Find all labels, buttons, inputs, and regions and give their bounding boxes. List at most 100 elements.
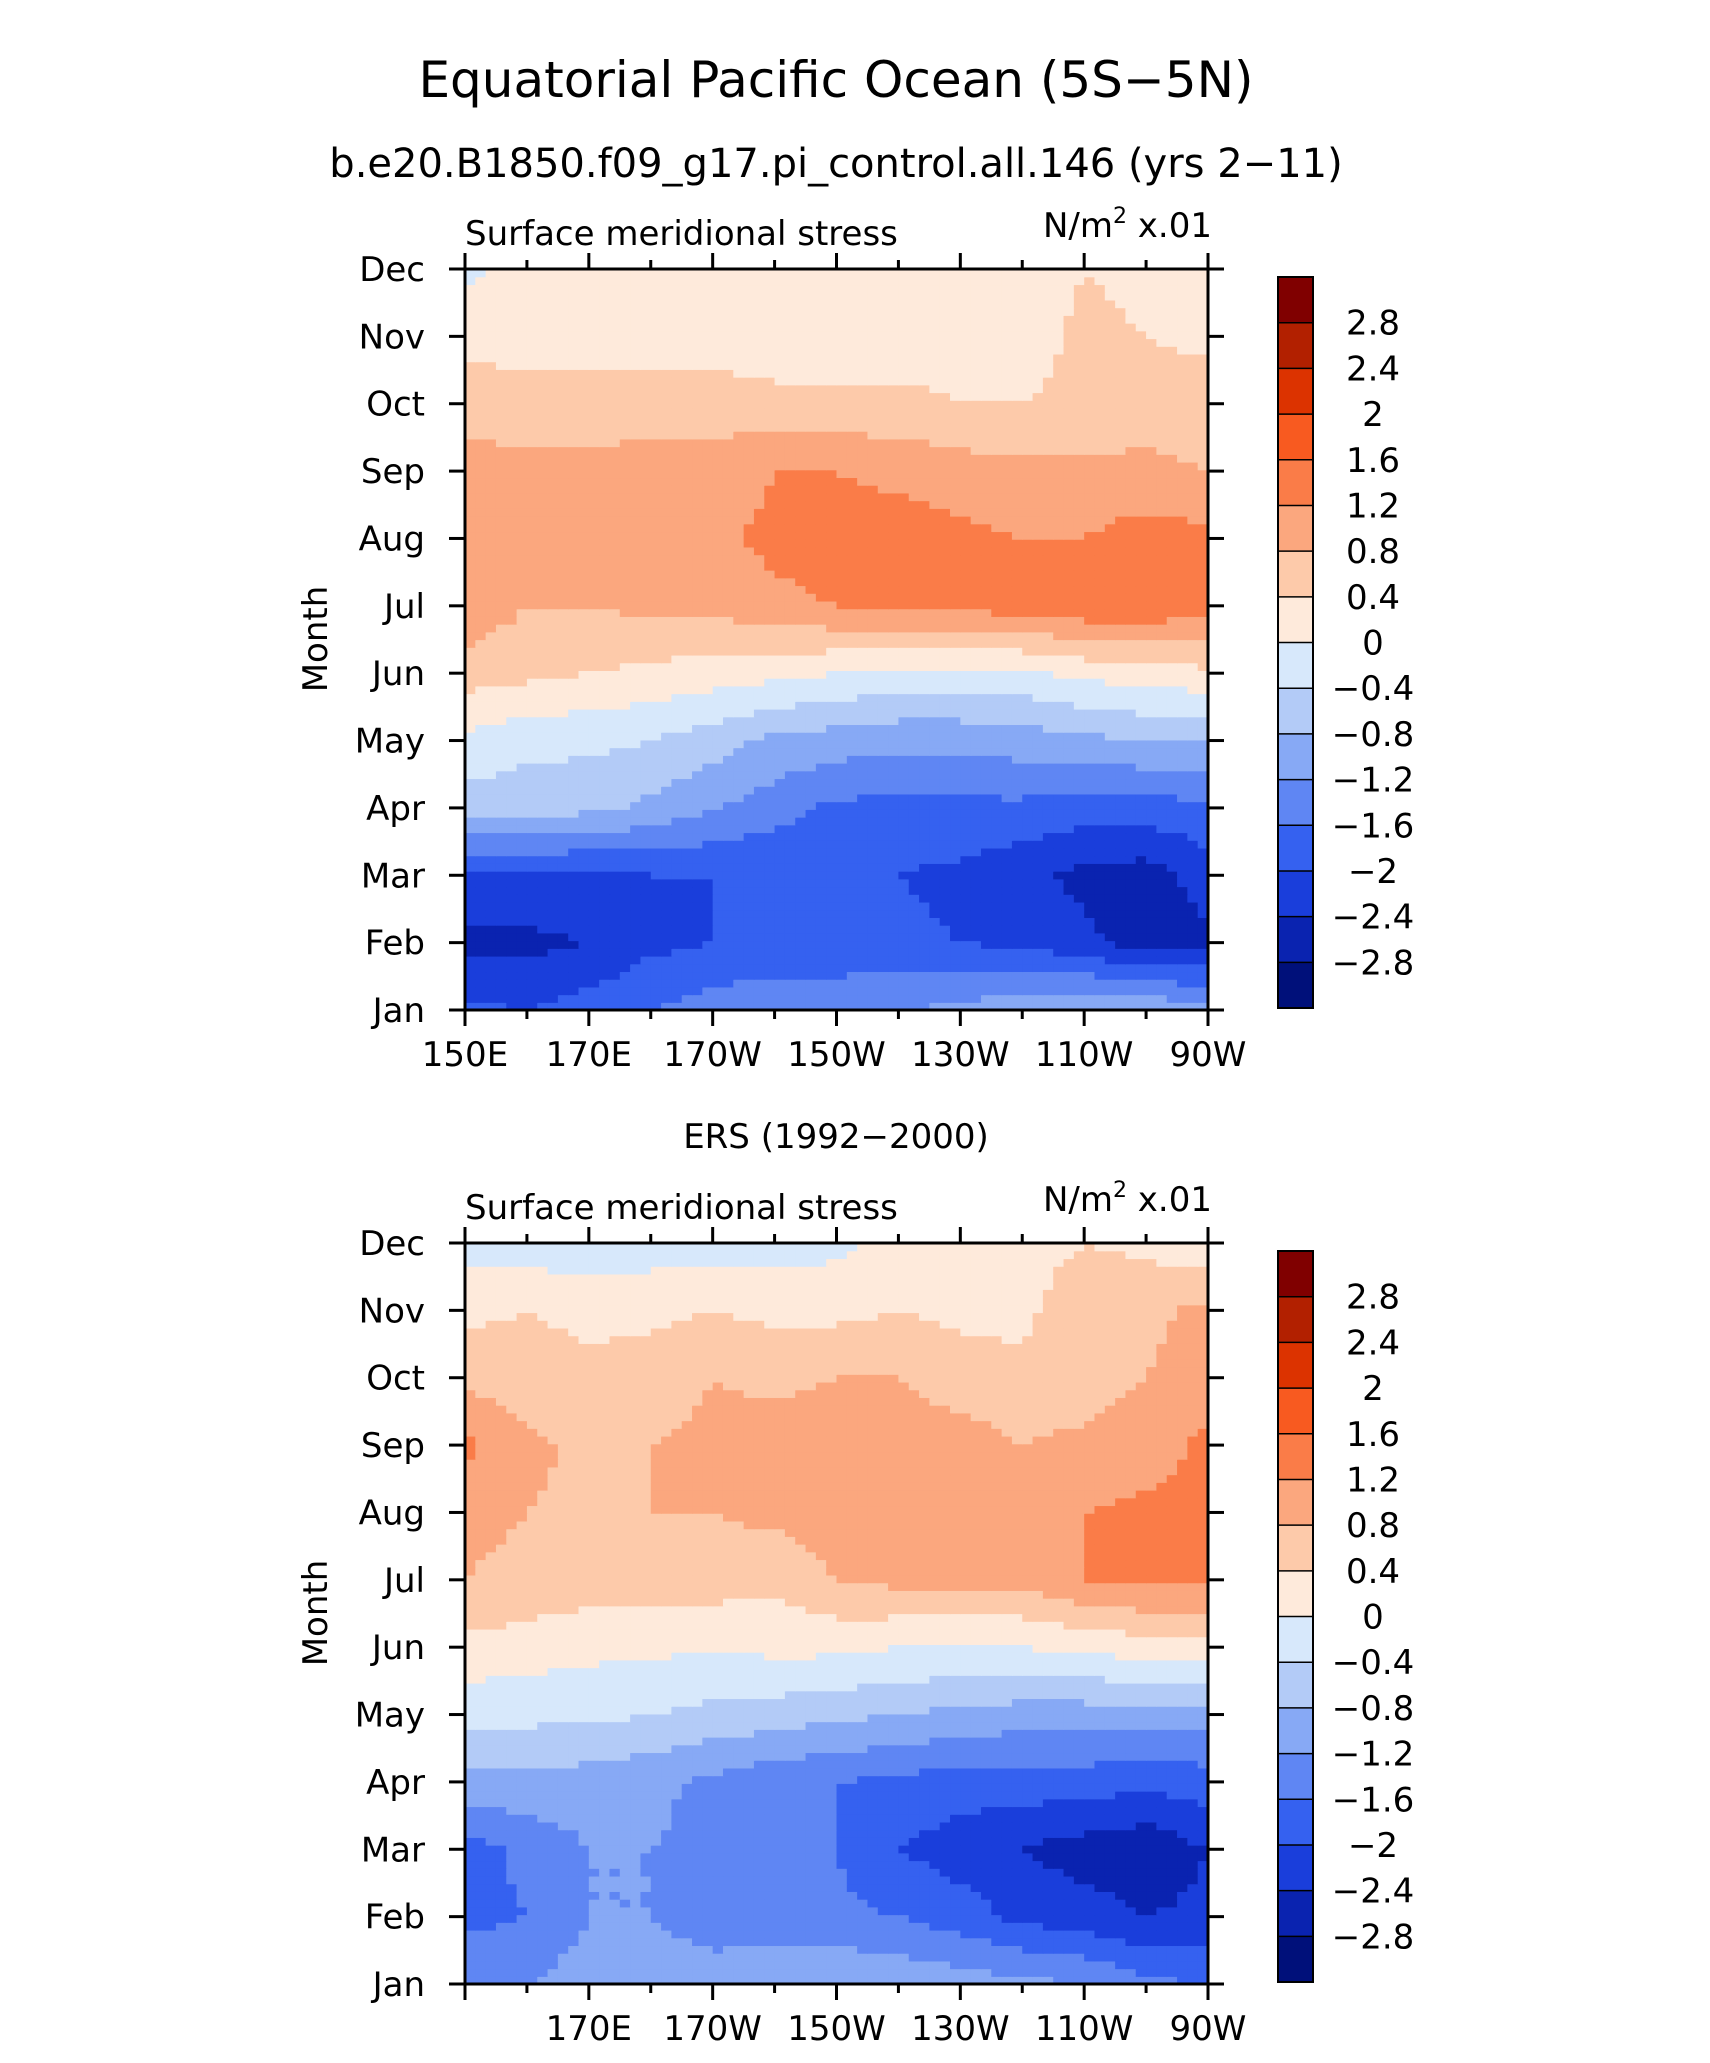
heatmap-cell [630,624,642,633]
heatmap-cell [588,901,600,911]
heatmap-cell [671,570,683,579]
heatmap-cell [537,817,549,826]
heatmap-cell [588,554,600,563]
heatmap-cell [846,948,858,957]
heatmap-cell [1053,894,1065,903]
heatmap-cell [485,732,497,741]
heatmap-cell [506,631,518,641]
heatmap-cell [857,840,869,849]
heatmap-cell [867,647,879,656]
heatmap-cell [919,546,930,556]
heatmap-cell [1094,608,1106,617]
heatmap-cell [898,693,910,702]
heatmap-cell [743,585,755,594]
heatmap-cell [475,608,487,617]
heatmap-cell [1135,855,1147,864]
heatmap-cell [650,546,662,556]
heatmap-cell [599,701,611,710]
heatmap-cell [516,994,528,1003]
heatmap-cell [805,485,817,494]
heatmap-cell [681,639,693,648]
heatmap-cell [1001,971,1013,980]
heatmap-cell [950,824,961,834]
heatmap-cell [712,863,724,872]
heatmap-cell [557,917,569,926]
heatmap-cell [867,986,879,996]
heatmap-cell [630,755,642,764]
heatmap-cell [1022,832,1034,841]
heatmap-cell [547,678,559,687]
heatmap-cell [578,770,590,780]
heatmap-cell [557,932,569,942]
heatmap-cell [1156,901,1168,911]
heatmap-cell [495,901,507,911]
heatmap-cell [692,508,703,517]
heatmap-cell [857,878,869,888]
heatmap-cell [774,546,786,556]
heatmap-cell [578,855,590,864]
heatmap-cell [774,763,786,772]
heatmap-cell [671,786,683,795]
heatmap-cell [568,477,580,486]
heatmap-cell [1073,492,1085,502]
heatmap-cell [1146,600,1157,610]
heatmap-cell [1135,971,1147,980]
heatmap-cell [867,855,879,864]
heatmap-cell [867,878,879,888]
heatmap-cell [929,647,941,656]
heatmap-cell [991,523,1003,533]
heatmap-cell [919,955,930,965]
heatmap-cell [661,678,672,687]
heatmap-cell [991,654,1003,664]
heatmap-cell [867,955,879,965]
heatmap-cell [526,739,538,749]
heatmap-cell [506,685,518,695]
heatmap-cell [1022,770,1034,780]
heatmap-cell [1187,878,1199,888]
heatmap-cell [919,577,930,587]
heatmap-cell [1042,832,1054,841]
heatmap-cell [980,670,992,679]
heatmap-cell [867,840,879,849]
heatmap-cell [702,708,714,718]
heatmap-cell [475,662,487,671]
heatmap-cell [784,917,796,926]
heatmap-cell [1187,994,1199,1003]
heatmap-cell [805,678,817,687]
heatmap-cell [609,1002,621,1011]
heatmap-cell [599,516,611,525]
heatmap-cell [712,469,724,479]
heatmap-cell [588,678,600,687]
heatmap-cell [1177,763,1188,772]
heatmap-cell [609,600,621,610]
heatmap-cell [1125,616,1137,625]
heatmap-cell [908,986,920,996]
heatmap-cell [867,847,879,857]
heatmap-cell [722,539,734,548]
heatmap-cell [1156,871,1168,880]
heatmap-cell [784,940,796,949]
heatmap-cell [1197,585,1209,594]
heatmap-cell [640,654,652,664]
heatmap-cell [1115,732,1127,741]
heatmap-cell [485,516,497,525]
heatmap-cell [619,770,631,780]
heatmap-cell [1042,616,1054,625]
heatmap-cell [1063,708,1075,718]
heatmap-cell [1084,925,1096,934]
heatmap-cell [1063,901,1075,911]
heatmap-cell [619,554,631,563]
heatmap-cell [898,778,910,787]
heatmap-cell [867,755,879,764]
heatmap-cell [1063,855,1075,864]
heatmap-cell [1053,716,1065,726]
heatmap-cell [784,508,796,517]
heatmap-cell [1197,654,1209,664]
heatmap-cell [877,477,889,486]
heatmap-cell [1104,654,1116,664]
heatmap-cell [1115,917,1127,926]
heatmap-cell [815,824,827,834]
heatmap-cell [537,909,549,918]
heatmap-cell [578,909,590,918]
heatmap-cell [1197,955,1209,965]
